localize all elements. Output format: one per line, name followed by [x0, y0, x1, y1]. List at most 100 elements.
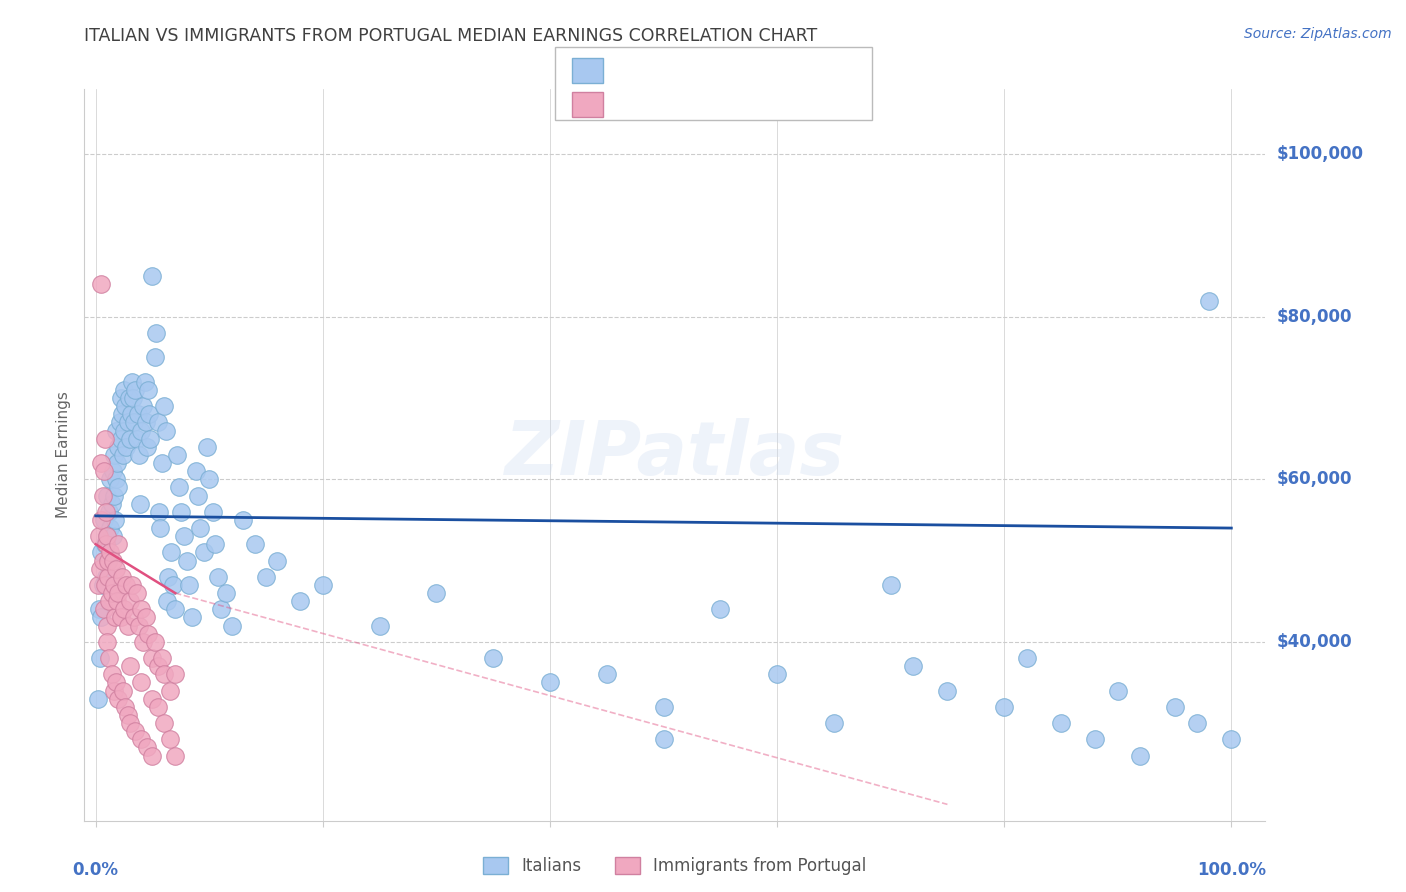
Point [121, 375, 143, 389]
Point [112, 383, 135, 397]
Point [110, 432, 132, 446]
Point [709, 602, 731, 616]
Point [103, 578, 125, 592]
Point [159, 683, 181, 698]
Text: N =: N = [724, 95, 761, 113]
Point [215, 586, 238, 600]
Point [135, 740, 157, 755]
Legend: Italians, Immigrants from Portugal: Italians, Immigrants from Portugal [477, 850, 873, 882]
Point [134, 375, 156, 389]
Point [94, 578, 117, 592]
Point [312, 578, 335, 592]
Point [538, 675, 561, 690]
Point [110, 391, 132, 405]
Point [121, 578, 143, 592]
Point [138, 407, 160, 421]
Point [87, 691, 110, 706]
Point [105, 594, 128, 608]
Point [105, 472, 128, 486]
Point [184, 464, 207, 478]
Point [87, 578, 110, 592]
Point [165, 667, 187, 681]
Point [166, 448, 188, 462]
Text: ITALIAN VS IMMIGRANTS FROM PORTUGAL MEDIAN EARNINGS CORRELATION CHART: ITALIAN VS IMMIGRANTS FROM PORTUGAL MEDI… [84, 27, 818, 45]
Point [103, 448, 125, 462]
Point [1163, 699, 1185, 714]
Point [1220, 732, 1243, 747]
Point [108, 416, 131, 430]
Point [254, 570, 277, 584]
Point [652, 699, 675, 714]
Point [159, 732, 181, 747]
Point [766, 667, 789, 681]
Point [165, 602, 187, 616]
Point [132, 635, 155, 649]
Text: $100,000: $100,000 [1277, 145, 1364, 163]
Point [124, 724, 146, 739]
Point [94, 537, 117, 551]
Point [91, 578, 114, 592]
Point [153, 399, 176, 413]
Point [96, 529, 118, 543]
Point [129, 732, 152, 747]
Point [101, 529, 124, 543]
Text: R =: R = [614, 62, 651, 79]
Point [90, 513, 112, 527]
Point [97, 553, 120, 567]
Point [1050, 716, 1073, 731]
Point [993, 699, 1015, 714]
Point [111, 448, 134, 462]
Point [129, 497, 152, 511]
Text: $60,000: $60,000 [1277, 470, 1353, 488]
Point [96, 635, 118, 649]
Point [141, 651, 163, 665]
Point [1187, 716, 1209, 731]
Point [114, 399, 136, 413]
Point [159, 545, 181, 559]
Point [105, 562, 128, 576]
Point [100, 545, 122, 559]
Point [232, 513, 254, 527]
Point [107, 480, 129, 494]
Point [105, 675, 128, 690]
Point [101, 464, 124, 478]
Point [90, 545, 112, 559]
Point [879, 578, 901, 592]
Point [111, 407, 134, 421]
Point [115, 578, 138, 592]
Point [111, 570, 134, 584]
Point [167, 480, 190, 494]
Point [90, 610, 112, 624]
Point [141, 691, 163, 706]
Point [150, 456, 173, 470]
Point [118, 432, 141, 446]
Point [903, 659, 925, 673]
Point [125, 586, 148, 600]
Point [145, 326, 167, 340]
Point [118, 594, 141, 608]
Point [135, 610, 157, 624]
Point [141, 748, 163, 763]
Point [1198, 293, 1220, 308]
Point [143, 351, 166, 365]
Point [89, 562, 111, 576]
Point [181, 610, 204, 624]
Point [118, 716, 141, 731]
Point [100, 521, 122, 535]
Point [195, 440, 218, 454]
Point [112, 424, 135, 438]
Point [143, 635, 166, 649]
Point [90, 456, 112, 470]
Point [176, 553, 198, 567]
Point [117, 708, 139, 723]
Point [146, 416, 169, 430]
Text: ZIPatlas: ZIPatlas [505, 418, 845, 491]
Point [87, 602, 111, 616]
Text: $80,000: $80,000 [1277, 308, 1353, 326]
Point [111, 683, 134, 698]
Point [135, 416, 157, 430]
Point [97, 553, 120, 567]
Point [98, 594, 121, 608]
Point [207, 570, 229, 584]
Point [93, 464, 115, 478]
